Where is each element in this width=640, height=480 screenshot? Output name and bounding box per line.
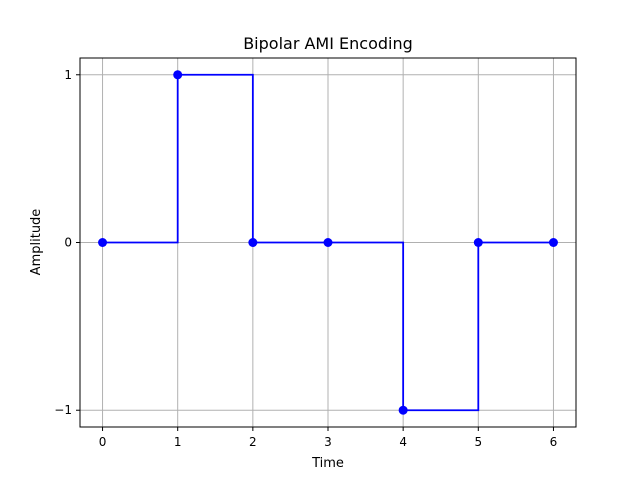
x-tick-label: 6 [550, 435, 558, 449]
data-point [98, 238, 108, 247]
x-tick-label: 4 [399, 435, 407, 449]
data-point [248, 238, 258, 247]
data-series [98, 70, 558, 415]
data-point [548, 238, 558, 247]
data-point [173, 70, 183, 80]
axis-ticks: 0 1 2 3 4 5 6 −1 0 1 [54, 68, 557, 449]
x-tick-label: 5 [474, 435, 482, 449]
data-point [398, 405, 408, 415]
x-tick-label: 3 [324, 435, 332, 449]
x-tick-label: 1 [174, 435, 182, 449]
chart-title: Bipolar AMI Encoding [243, 34, 413, 53]
data-point [323, 238, 333, 247]
y-tick-label: 1 [64, 68, 72, 82]
y-tick-label: 0 [64, 236, 72, 250]
y-tick-label: −1 [54, 403, 72, 417]
data-point [473, 238, 483, 247]
y-axis-label: Amplitude [29, 209, 44, 276]
x-tick-label: 0 [99, 435, 107, 449]
x-tick-label: 2 [249, 435, 257, 449]
x-axis-label: Time [311, 456, 344, 471]
